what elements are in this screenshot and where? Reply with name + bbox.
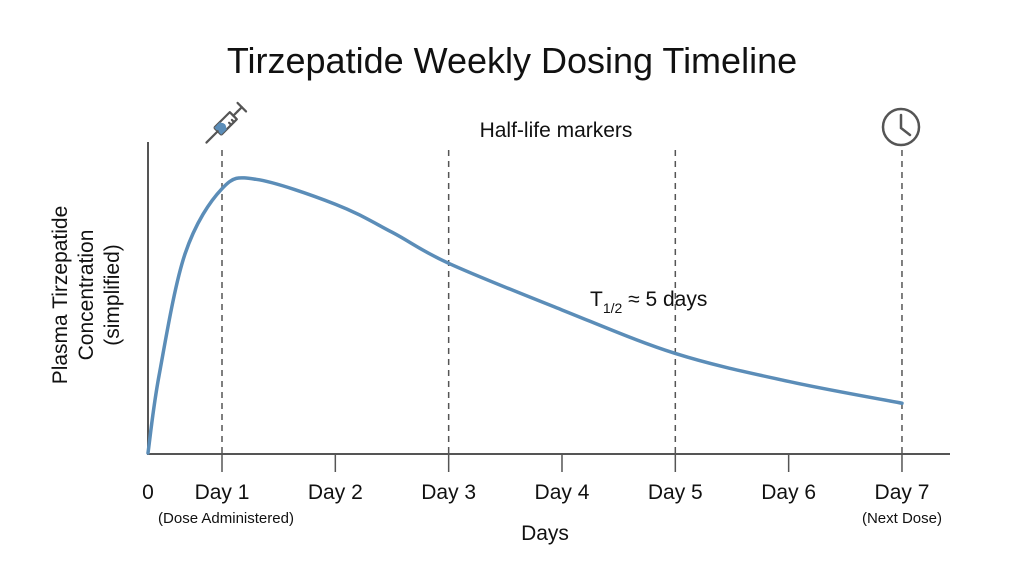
x-tick-label: Day 3 (421, 481, 476, 504)
x-tick-sublabel: (Dose Administered) (158, 510, 294, 527)
x-ticks: 0 Day 1 (Dose Administered) Day 2 Day 3 Day 4… (142, 454, 942, 527)
x-tick-sublabel: (Next Dose) (862, 510, 942, 527)
y-axis-label: Plasma Tirzepatide Concentration (simpli… (49, 206, 124, 385)
y-axis-label-line-2: Concentration (75, 230, 98, 361)
half-life-annotation: T1/2 ≈ 5 days (590, 288, 707, 316)
x-axis-label: Days (521, 522, 569, 545)
x-tick-label: Day 6 (761, 481, 816, 504)
concentration-line (146, 176, 904, 455)
markers-label: Half-life markers (480, 119, 633, 142)
x-tick-label: Day 2 (308, 481, 363, 504)
y-axis-label-line-1: Plasma Tirzepatide (49, 206, 72, 385)
x-tick-label: Day 5 (648, 481, 703, 504)
syringe-icon (205, 101, 248, 144)
clock-icon (881, 107, 921, 147)
x-tick-label: 0 (142, 481, 154, 504)
half-life-markers (221, 150, 903, 454)
chart-title: Tirzepatide Weekly Dosing Timeline (227, 40, 797, 81)
y-axis-label-line-3: (simplified) (101, 244, 124, 346)
x-tick-label: Day 1 (195, 481, 250, 504)
x-tick-label: Day 4 (535, 481, 590, 504)
x-tick-label: Day 7 (875, 481, 930, 504)
